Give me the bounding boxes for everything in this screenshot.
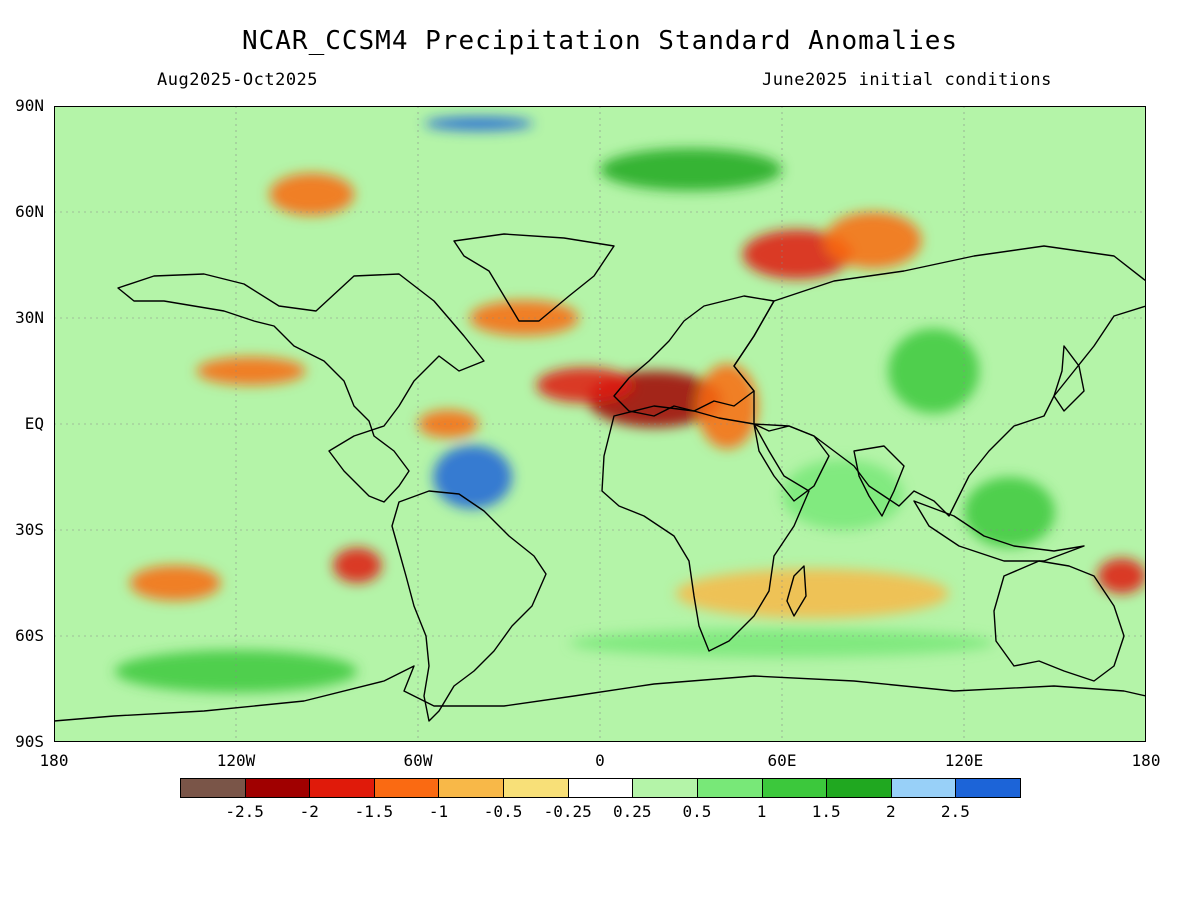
colorbar-tick-label: 1 xyxy=(756,802,767,821)
coastline-antarctica xyxy=(54,665,1146,742)
anomaly-region xyxy=(333,547,382,583)
anomaly-region xyxy=(782,459,904,530)
initial-conditions: June2025 initial conditions xyxy=(762,70,1052,90)
lon-tick-label: 0 xyxy=(595,751,605,770)
anomaly-region xyxy=(433,445,513,509)
colorbar-tick-label: 2.5 xyxy=(940,802,970,821)
colorbar-swatch xyxy=(696,778,763,798)
colorbar-swatch xyxy=(761,778,828,798)
anomaly-region xyxy=(129,565,221,601)
anomaly-region xyxy=(697,363,758,449)
coastline-japan xyxy=(1053,345,1085,412)
coastline-madagascar xyxy=(786,565,807,617)
colorbar-tick-label: -2.5 xyxy=(225,802,264,821)
colorbar-swatch xyxy=(244,778,311,798)
lat-tick-label: EQ xyxy=(24,414,44,433)
lat-tick-label: 60S xyxy=(15,626,44,645)
coastline-india xyxy=(853,445,905,517)
anomaly-region xyxy=(742,229,852,280)
lat-tick-label: 60N xyxy=(15,202,44,221)
anomaly-region xyxy=(824,212,922,269)
lat-tick-label: 30S xyxy=(15,520,44,539)
map-panel xyxy=(54,106,1146,742)
anomaly-region xyxy=(424,116,534,131)
lon-tick-label: 120E xyxy=(944,751,984,770)
colorbar-tick-label: -2 xyxy=(299,802,319,821)
anomaly-region xyxy=(196,356,306,386)
anomaly-map xyxy=(54,106,1146,742)
anomaly-region xyxy=(269,173,355,216)
colorbar-tick-label: 1.5 xyxy=(811,802,841,821)
anomaly-region xyxy=(469,300,579,336)
colorbar-tick-label: 0.25 xyxy=(613,802,652,821)
colorbar-tick-label: -0.5 xyxy=(483,802,523,821)
anomaly-region xyxy=(418,409,479,439)
colorbar-tick-label: 0.5 xyxy=(682,802,712,821)
colorbar-swatch xyxy=(373,778,440,798)
lat-tick-label: 30N xyxy=(15,308,44,327)
coastline-greenland xyxy=(453,233,615,322)
lon-tick-label: 60W xyxy=(403,751,433,770)
colorbar-swatch xyxy=(955,778,1021,798)
coastline-south-america xyxy=(391,490,547,722)
colorbar-swatch xyxy=(567,778,634,798)
anomaly-region xyxy=(600,148,782,191)
colorbar-swatch xyxy=(309,778,375,798)
coastline-africa xyxy=(601,405,810,652)
anomaly-region xyxy=(964,477,1055,548)
lon-tick-label: 180 xyxy=(1131,751,1161,770)
colorbar-swatch xyxy=(180,778,246,798)
colorbar-tick-label: -1.5 xyxy=(354,802,394,821)
colorbar-tick-label: -1 xyxy=(428,802,449,821)
anomaly-region xyxy=(536,367,634,403)
colorbar-swatch xyxy=(438,778,505,798)
lat-tick-label: 90S xyxy=(15,732,44,751)
coastline-australia xyxy=(993,560,1125,682)
lon-tick-label: 120W xyxy=(216,751,256,770)
map-title: NCAR_CCSM4 Precipitation Standard Anomal… xyxy=(241,26,959,56)
lon-tick-label: 60E xyxy=(767,751,797,770)
map-frame xyxy=(54,106,1146,742)
anomaly-region xyxy=(888,328,980,414)
colorbar-swatch xyxy=(826,778,892,798)
coastline-north-america xyxy=(117,273,485,503)
colorbar-tick-label: 2 xyxy=(885,802,896,821)
lon-tick-label: 180 xyxy=(39,751,69,770)
lat-tick-label: 90N xyxy=(15,96,44,115)
colorbar-swatch xyxy=(632,778,698,798)
colorbar xyxy=(180,778,1021,800)
coastline-asia xyxy=(733,245,1146,517)
anomaly-region xyxy=(675,568,949,619)
coastline-indonesia xyxy=(913,500,1085,562)
colorbar-swatch xyxy=(503,778,569,798)
colorbar-tick-label: -0.25 xyxy=(543,802,592,821)
forecast-period: Aug2025-Oct2025 xyxy=(157,70,319,90)
colorbar-swatch xyxy=(890,778,957,798)
coastline-arabia xyxy=(753,423,830,502)
anomaly-region xyxy=(1097,558,1146,594)
